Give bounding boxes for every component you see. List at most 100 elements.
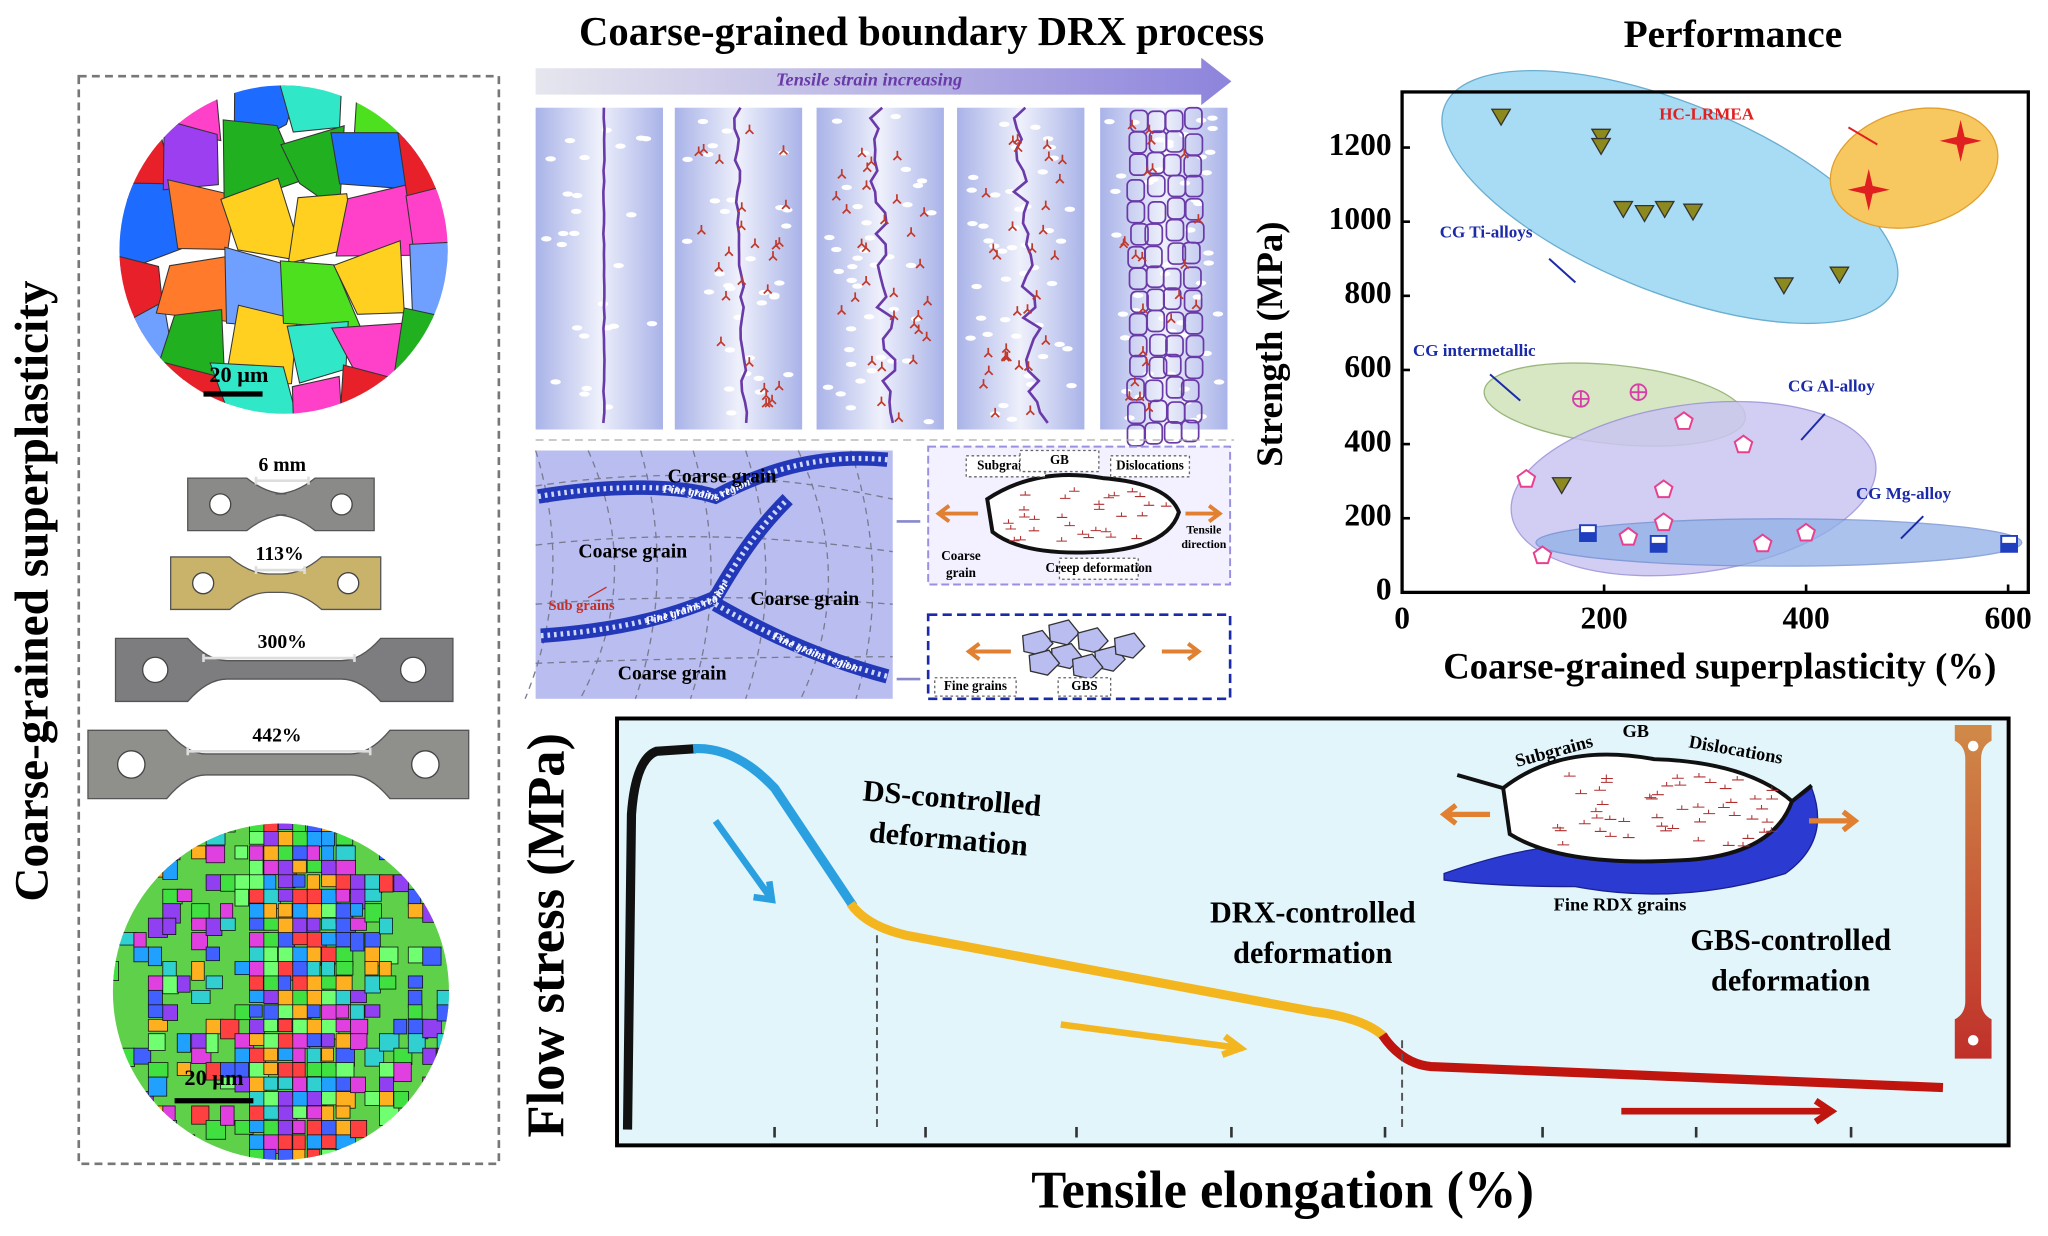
grain: [191, 932, 208, 951]
grain: [379, 1033, 400, 1052]
subgrain: [1184, 106, 1203, 130]
dislocation: [1019, 513, 1030, 518]
dislocation: [1719, 784, 1732, 790]
dislocation: [1594, 786, 1606, 791]
grain: [263, 1076, 279, 1091]
specimen-hole: [399, 656, 427, 684]
grain: [393, 1134, 408, 1149]
dislocation: [1001, 343, 1011, 354]
dislocation: [1731, 776, 1744, 781]
grain-dot: [852, 204, 863, 210]
dislocation: [892, 150, 902, 161]
label-box: [1058, 557, 1139, 580]
tensile-arrow: [935, 504, 979, 524]
grain: [263, 831, 280, 848]
grain-edge: [535, 536, 893, 553]
grain: [350, 989, 367, 1004]
grain-dot: [990, 192, 1001, 198]
grain-dot: [745, 256, 756, 262]
dislocation: [1103, 493, 1115, 499]
dislocation: [744, 357, 754, 367]
subgrain: [1144, 245, 1163, 269]
dislocation: [894, 412, 904, 423]
dislocation: [1041, 200, 1051, 211]
dislocation: [1692, 803, 1705, 808]
grain-dot: [626, 212, 637, 218]
grain-dot: [1000, 316, 1011, 323]
dislocation: [750, 238, 760, 249]
point: [1847, 168, 1890, 211]
dislocation: [1604, 815, 1617, 820]
label: Fine RDX grains: [1554, 895, 1687, 915]
grain-dot: [579, 154, 590, 161]
grain-dot: [1154, 137, 1165, 143]
grain: [335, 975, 353, 992]
grain: [112, 888, 120, 910]
grain: [119, 1047, 135, 1067]
dislocation: [879, 214, 889, 225]
grain-dot: [753, 375, 765, 381]
grain: [408, 1164, 427, 1181]
dislocation: [1144, 402, 1154, 413]
grain-dot: [822, 384, 834, 390]
grain: [462, 316, 519, 387]
dislocation: [761, 390, 771, 401]
grain: [350, 917, 367, 931]
dislocation: [1604, 832, 1617, 837]
grain-dot: [1054, 341, 1065, 347]
grain-dot: [824, 234, 835, 241]
grain-dot: [682, 156, 693, 163]
label: Fine grains: [944, 678, 1007, 693]
region: [1535, 518, 2023, 567]
specimen: [170, 556, 382, 611]
grain: [321, 975, 338, 990]
grain-dot: [1110, 188, 1121, 194]
subgrain: [1130, 222, 1149, 246]
dislocation: [737, 202, 747, 213]
grain: [249, 1047, 266, 1065]
grain-dot: [965, 335, 976, 341]
dislocation: [1100, 527, 1112, 533]
grain-dot: [1000, 276, 1012, 282]
grain: [249, 874, 267, 891]
grain: [379, 1134, 397, 1150]
subgrain: [1184, 356, 1204, 380]
grain-dot: [1066, 382, 1077, 389]
dislocation: [923, 295, 933, 306]
dislocation: [1563, 772, 1576, 777]
grain: [321, 1047, 334, 1062]
grain: [277, 1148, 295, 1160]
grain: [335, 1105, 351, 1119]
grain-dot: [608, 323, 620, 329]
grain: [119, 1091, 133, 1105]
dislocation: [1756, 804, 1769, 810]
grain-dot: [966, 187, 977, 193]
region: [1441, 69, 1899, 325]
grain: [452, 1092, 471, 1107]
grain: [205, 831, 226, 846]
subgrain: [1147, 201, 1167, 224]
dislocation: [861, 275, 871, 286]
grain-edge: [797, 450, 830, 700]
dislocation: [1676, 805, 1689, 810]
point: [1673, 411, 1694, 430]
grain: [452, 1063, 464, 1080]
point: [1590, 137, 1612, 156]
dislocation: [1116, 512, 1127, 517]
dislocation: [1591, 814, 1604, 819]
dislocation: [1694, 818, 1707, 823]
grain-dot: [1203, 250, 1214, 256]
dislocation: [1651, 813, 1664, 819]
guide: [875, 935, 1404, 1133]
gbs-grain: [1021, 629, 1054, 657]
label-box: [1057, 677, 1112, 697]
specimen-hole: [1967, 1035, 1979, 1046]
grain: [306, 903, 323, 920]
dislocation: [1746, 815, 1759, 820]
specimen-hole: [1967, 740, 1979, 752]
grain-dot: [783, 372, 794, 378]
grain: [277, 823, 294, 830]
grain: [147, 1062, 169, 1078]
grain-dot: [1185, 227, 1196, 233]
grain: [112, 874, 123, 890]
